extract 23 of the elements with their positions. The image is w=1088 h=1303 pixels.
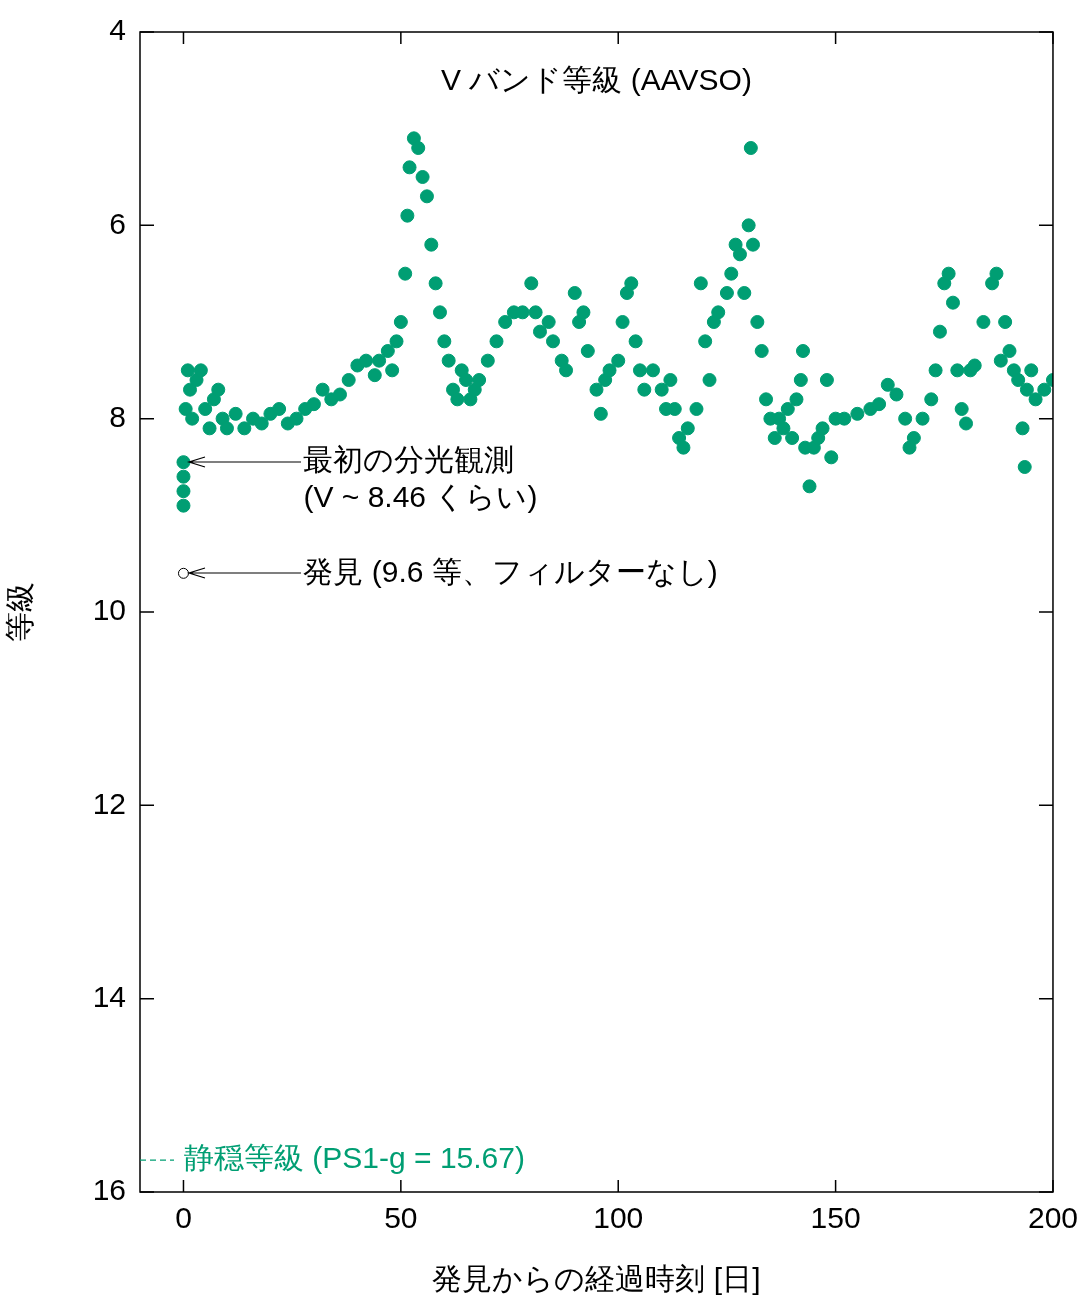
y-tick-label: 16: [92, 1173, 126, 1207]
point: [176, 455, 191, 470]
x-tick-label: 200: [1027, 1201, 1078, 1235]
point: [177, 567, 189, 579]
x-tick-label: 150: [810, 1201, 861, 1235]
y-tick-label: 4: [109, 13, 126, 47]
ref-line-label: 静穏等級 (PS1-g = 15.67): [184, 1141, 525, 1175]
y-tick-label: 10: [92, 593, 126, 627]
x-tick-label: 50: [384, 1201, 418, 1235]
annotation: 発見 (9.6 等、フィルターなし): [303, 554, 718, 588]
point: [176, 498, 191, 513]
y-tick-label: 12: [92, 786, 126, 820]
point: [176, 469, 191, 484]
x-axis-title: 発見からの経過時刻 [日]: [432, 1262, 761, 1296]
y-tick-label: 8: [109, 399, 126, 433]
x-tick-label: 0: [175, 1201, 192, 1235]
text: V バンド等級 (AAVSO): [441, 63, 752, 97]
annotation: 最初の分光観測 (V ~ 8.46 くらい): [303, 443, 538, 514]
y-axis-title: 等級: [3, 582, 37, 642]
x-tick-label: 100: [593, 1201, 644, 1235]
y-tick-label: 6: [109, 206, 126, 240]
y-tick-label: 14: [92, 979, 126, 1013]
point: [176, 484, 191, 499]
